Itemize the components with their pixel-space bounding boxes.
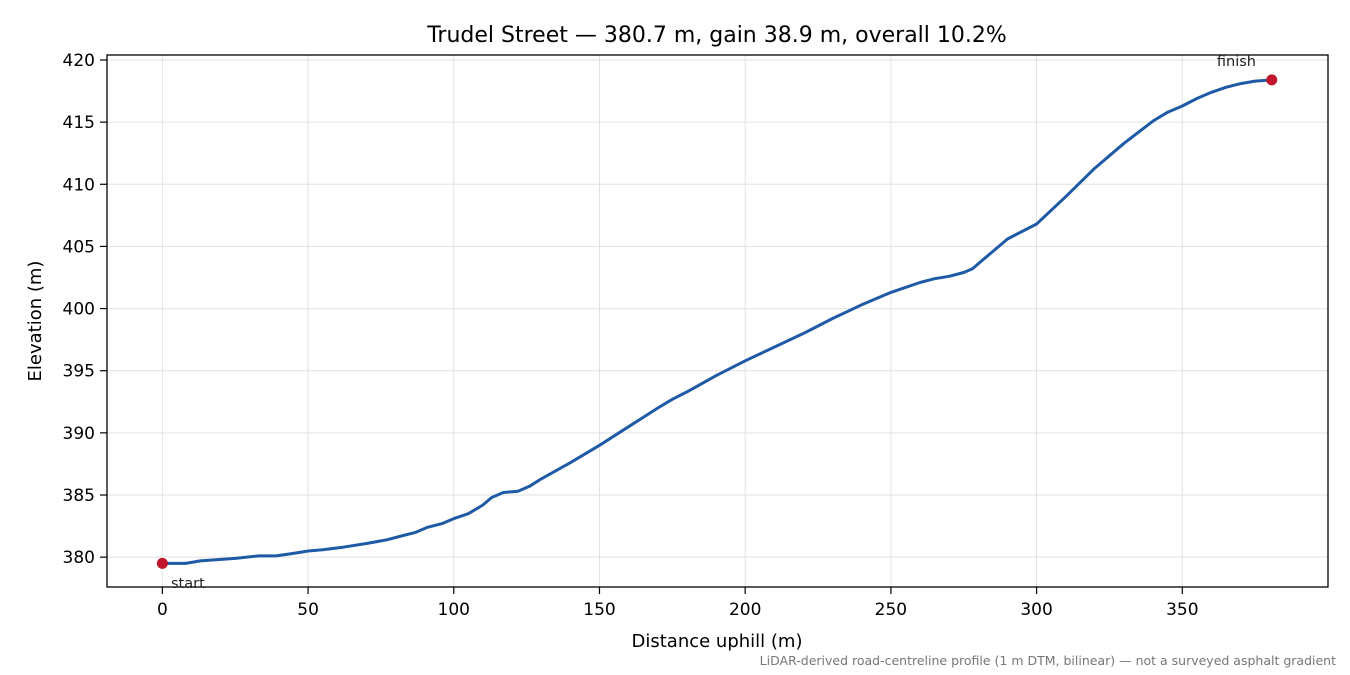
- x-tick-label: 200: [729, 600, 761, 620]
- y-tick-label: 385: [63, 486, 95, 506]
- x-tick-label: 50: [297, 600, 319, 620]
- chart-title: Trudel Street — 380.7 m, gain 38.9 m, ov…: [426, 23, 1007, 48]
- y-tick-label: 390: [63, 424, 95, 444]
- y-tick-label: 395: [63, 362, 95, 382]
- x-tick-label: 300: [1020, 600, 1052, 620]
- start-marker: [156, 557, 168, 569]
- y-tick-label: 415: [63, 113, 95, 133]
- x-tick-label: 100: [438, 600, 470, 620]
- finish-annotation: finish: [1217, 54, 1256, 70]
- x-axis-label: Distance uphill (m): [632, 631, 803, 652]
- elevation-profile-line: [160, 78, 1274, 565]
- y-tick-label: 405: [63, 237, 95, 257]
- y-axis-ticks: 380 385 390 395 400 405 410 415 420: [63, 51, 107, 568]
- y-tick-label: 420: [63, 51, 95, 71]
- grid-lines: [107, 55, 1328, 587]
- y-tick-label: 410: [63, 175, 95, 195]
- start-annotation: start: [171, 576, 205, 592]
- y-tick-label: 400: [63, 300, 95, 320]
- x-axis-ticks: 0 50 100 150 200 250 300 350: [157, 587, 1199, 620]
- x-tick-label: 350: [1166, 600, 1198, 620]
- plot-frame: [106, 54, 1329, 588]
- finish-marker: [1266, 74, 1278, 86]
- y-axis-label: Elevation (m): [25, 261, 46, 382]
- x-tick-label: 150: [583, 600, 615, 620]
- endpoint-markers: [156, 74, 1278, 569]
- y-tick-label: 380: [63, 548, 95, 568]
- x-tick-label: 0: [157, 600, 168, 620]
- footnote: LiDAR-derived road-centreline profile (1…: [760, 653, 1336, 668]
- x-tick-label: 250: [875, 600, 907, 620]
